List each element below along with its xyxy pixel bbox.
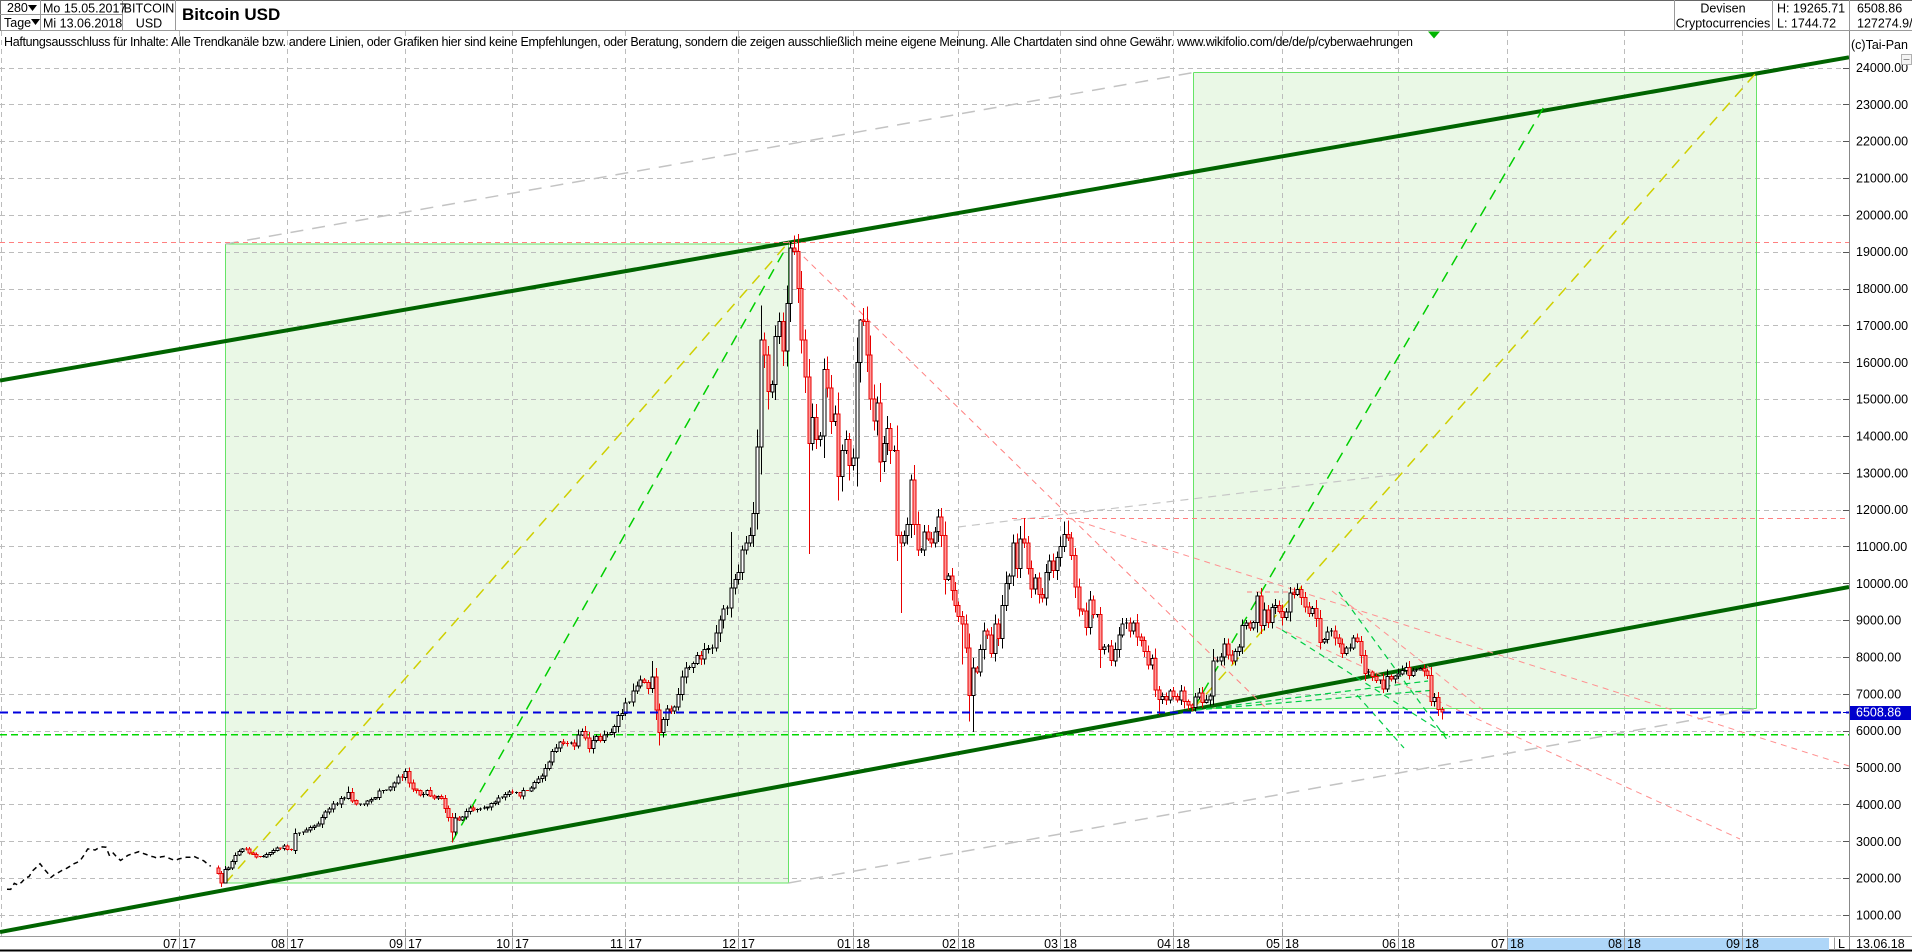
svg-text:4000.00: 4000.00 [1856,798,1901,812]
svg-text:20000.00: 20000.00 [1856,208,1908,222]
svg-text:3000.00: 3000.00 [1856,835,1901,849]
svg-text:6000.00: 6000.00 [1856,724,1901,738]
svg-text:127274.9/: 127274.9/ [1857,17,1912,31]
svg-text:18: 18 [1627,937,1641,951]
svg-text:18000.00: 18000.00 [1856,282,1908,296]
svg-text:17000.00: 17000.00 [1856,319,1908,333]
svg-text:13.06.18: 13.06.18 [1856,937,1905,951]
svg-text:6508.86: 6508.86 [1856,706,1901,720]
svg-text:18: 18 [856,937,870,951]
svg-text:17: 17 [182,937,196,951]
svg-text:14000.00: 14000.00 [1856,430,1908,444]
svg-text:18: 18 [1063,937,1077,951]
svg-text:280: 280 [7,1,28,15]
svg-text:Cryptocurrencies: Cryptocurrencies [1676,17,1770,31]
svg-text:Mi 13.06.2018: Mi 13.06.2018 [43,17,122,31]
svg-text:1000.00: 1000.00 [1856,909,1901,923]
svg-text:17: 17 [741,937,755,951]
svg-text:15000.00: 15000.00 [1856,393,1908,407]
svg-text:24000.00: 24000.00 [1856,61,1908,75]
svg-text:7000.00: 7000.00 [1856,687,1901,701]
svg-text:02: 02 [942,937,956,951]
svg-text:04: 04 [1157,937,1171,951]
svg-text:12: 12 [722,937,736,951]
svg-text:07: 07 [163,937,177,951]
svg-text:L: 1744.72: L: 1744.72 [1777,17,1836,31]
svg-text:2000.00: 2000.00 [1856,872,1901,886]
svg-text:USD: USD [136,17,162,31]
svg-text:05: 05 [1266,937,1280,951]
svg-text:03: 03 [1044,937,1058,951]
svg-text:09: 09 [1726,937,1740,951]
svg-text:11000.00: 11000.00 [1856,540,1907,554]
svg-text:11: 11 [610,937,623,951]
svg-text:07: 07 [1491,937,1505,951]
svg-text:Haftungsausschluss für Inhalte: Haftungsausschluss für Inhalte: Alle Tre… [4,35,1413,49]
svg-text:17: 17 [408,937,422,951]
svg-text:Bitcoin USD: Bitcoin USD [182,5,280,24]
svg-text:6508.86: 6508.86 [1857,2,1902,16]
svg-text:H: 19265.71: H: 19265.71 [1777,2,1845,16]
svg-text:08: 08 [1608,937,1622,951]
svg-text:18: 18 [1745,937,1759,951]
svg-text:17: 17 [515,937,529,951]
svg-text:18: 18 [1176,937,1190,951]
svg-text:L: L [1838,937,1845,951]
svg-text:17: 17 [628,937,642,951]
svg-text:12000.00: 12000.00 [1856,503,1908,517]
svg-text:18: 18 [1401,937,1415,951]
svg-text:18: 18 [1285,937,1299,951]
svg-text:01: 01 [837,937,851,951]
svg-text:09: 09 [389,937,403,951]
svg-text:19000.00: 19000.00 [1856,245,1908,259]
svg-text:10: 10 [496,937,510,951]
svg-text:Tage: Tage [4,16,31,30]
svg-text:16000.00: 16000.00 [1856,356,1908,370]
svg-text:13000.00: 13000.00 [1856,466,1908,480]
svg-text:18: 18 [1510,937,1524,951]
svg-text:10000.00: 10000.00 [1856,577,1908,591]
svg-text:22000.00: 22000.00 [1856,135,1908,149]
svg-text:5000.00: 5000.00 [1856,761,1901,775]
svg-text:9000.00: 9000.00 [1856,614,1901,628]
svg-text:08: 08 [271,937,285,951]
svg-text:Mo 15.05.2017: Mo 15.05.2017 [43,2,126,16]
svg-text:18: 18 [961,937,975,951]
svg-text:(c)Tai-Pan: (c)Tai-Pan [1851,38,1908,52]
svg-text:8000.00: 8000.00 [1856,651,1901,665]
svg-text:21000.00: 21000.00 [1856,172,1908,186]
svg-text:17: 17 [290,937,304,951]
svg-text:06: 06 [1382,937,1396,951]
svg-text:Devisen: Devisen [1700,2,1745,16]
svg-text:23000.00: 23000.00 [1856,98,1908,112]
svg-text:BITCOIN: BITCOIN [124,2,175,16]
